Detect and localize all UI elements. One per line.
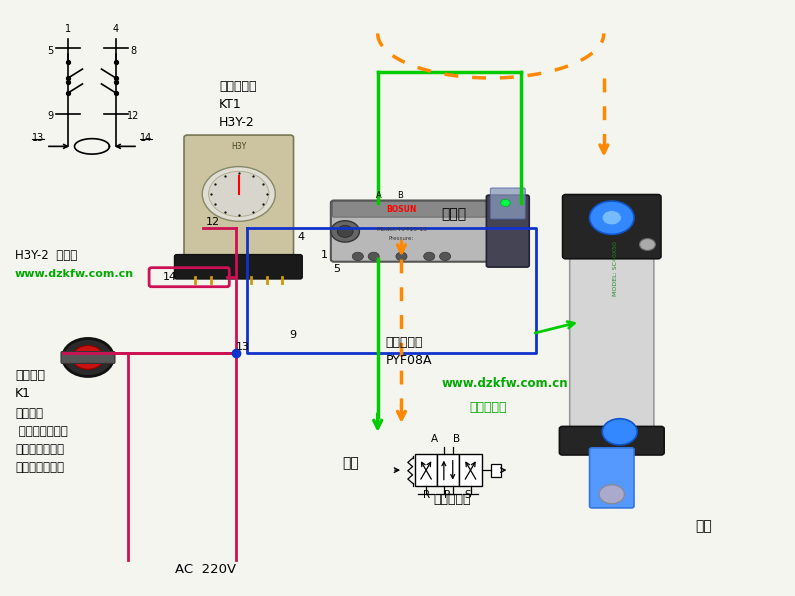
Circle shape <box>590 201 634 234</box>
FancyBboxPatch shape <box>563 194 661 259</box>
Text: 13: 13 <box>236 342 250 352</box>
Circle shape <box>368 252 379 260</box>
Text: 气缸: 气缸 <box>695 519 712 533</box>
Text: H3Y: H3Y <box>231 142 246 151</box>
Text: 想想想：: 想想想： <box>15 408 43 420</box>
Text: 5: 5 <box>48 46 54 56</box>
Text: 电磁阀: 电磁阀 <box>441 207 467 221</box>
Text: 还是无自锁的？: 还是无自锁的？ <box>15 461 64 474</box>
Bar <box>460 454 482 486</box>
Text: 5: 5 <box>333 265 340 275</box>
Text: R: R <box>423 491 430 501</box>
Text: A: A <box>376 191 382 200</box>
Text: 14: 14 <box>140 134 152 144</box>
Text: MODEL: SC40X50: MODEL: SC40X50 <box>613 241 619 296</box>
Text: BOSUN: BOSUN <box>386 205 417 214</box>
Circle shape <box>424 252 435 260</box>
Text: Pressure:: Pressure: <box>389 236 414 241</box>
Text: KT1: KT1 <box>219 98 242 111</box>
Text: B: B <box>397 191 403 200</box>
Bar <box>491 464 501 477</box>
Bar <box>437 454 460 486</box>
Text: 1: 1 <box>65 24 72 34</box>
Circle shape <box>603 419 637 445</box>
Text: 电磁阀符号: 电磁阀符号 <box>433 493 471 506</box>
Circle shape <box>639 238 655 250</box>
Circle shape <box>501 199 510 206</box>
Circle shape <box>331 221 359 242</box>
Text: H3Y-2  脚位图: H3Y-2 脚位图 <box>15 249 77 262</box>
Text: S: S <box>465 491 471 501</box>
FancyBboxPatch shape <box>174 254 302 279</box>
FancyBboxPatch shape <box>332 201 491 217</box>
Text: 4: 4 <box>113 24 118 34</box>
FancyBboxPatch shape <box>491 188 525 219</box>
Bar <box>415 454 437 486</box>
Text: 9: 9 <box>289 330 297 340</box>
FancyBboxPatch shape <box>331 200 528 262</box>
Circle shape <box>440 252 451 260</box>
Text: 4: 4 <box>297 232 304 243</box>
Text: 带自锁功能的？: 带自锁功能的？ <box>15 443 64 456</box>
Text: 14: 14 <box>163 272 176 282</box>
FancyBboxPatch shape <box>61 352 115 364</box>
FancyBboxPatch shape <box>570 219 653 436</box>
FancyBboxPatch shape <box>590 448 634 508</box>
Text: B: B <box>453 434 460 444</box>
Text: 9: 9 <box>48 111 54 121</box>
Text: Model:4V410-15: Model:4V410-15 <box>376 227 427 232</box>
Text: H3Y-2: H3Y-2 <box>219 116 254 129</box>
Circle shape <box>208 171 269 216</box>
Circle shape <box>337 225 353 237</box>
Text: 时间继电器: 时间继电器 <box>219 80 257 94</box>
Text: K1: K1 <box>15 387 31 400</box>
Text: 气源: 气源 <box>342 457 359 470</box>
Text: 工作开关: 工作开关 <box>15 369 45 382</box>
Text: 工作开关要选用: 工作开关要选用 <box>15 426 68 438</box>
Circle shape <box>599 485 625 504</box>
Text: 12: 12 <box>127 111 139 121</box>
Text: P: P <box>444 491 451 501</box>
Circle shape <box>72 346 104 370</box>
Text: www.dzkfw.com.cn: www.dzkfw.com.cn <box>15 269 134 279</box>
Text: 电磁阀底座: 电磁阀底座 <box>386 336 423 349</box>
FancyBboxPatch shape <box>487 195 529 267</box>
Text: 13: 13 <box>32 134 44 144</box>
Circle shape <box>603 210 622 225</box>
Text: A: A <box>431 434 438 444</box>
Circle shape <box>352 252 363 260</box>
Text: www.dzkfw.com.cn: www.dzkfw.com.cn <box>441 377 568 390</box>
Text: PYF08A: PYF08A <box>386 354 432 367</box>
Circle shape <box>63 339 114 377</box>
Circle shape <box>396 252 407 260</box>
Text: 12: 12 <box>207 217 220 227</box>
Circle shape <box>202 167 275 221</box>
FancyBboxPatch shape <box>560 426 664 455</box>
FancyBboxPatch shape <box>184 135 293 265</box>
Text: 8: 8 <box>130 46 136 56</box>
Text: AC  220V: AC 220V <box>175 563 236 576</box>
Text: 1: 1 <box>321 250 328 260</box>
Text: 电子开发网: 电子开发网 <box>469 401 506 414</box>
